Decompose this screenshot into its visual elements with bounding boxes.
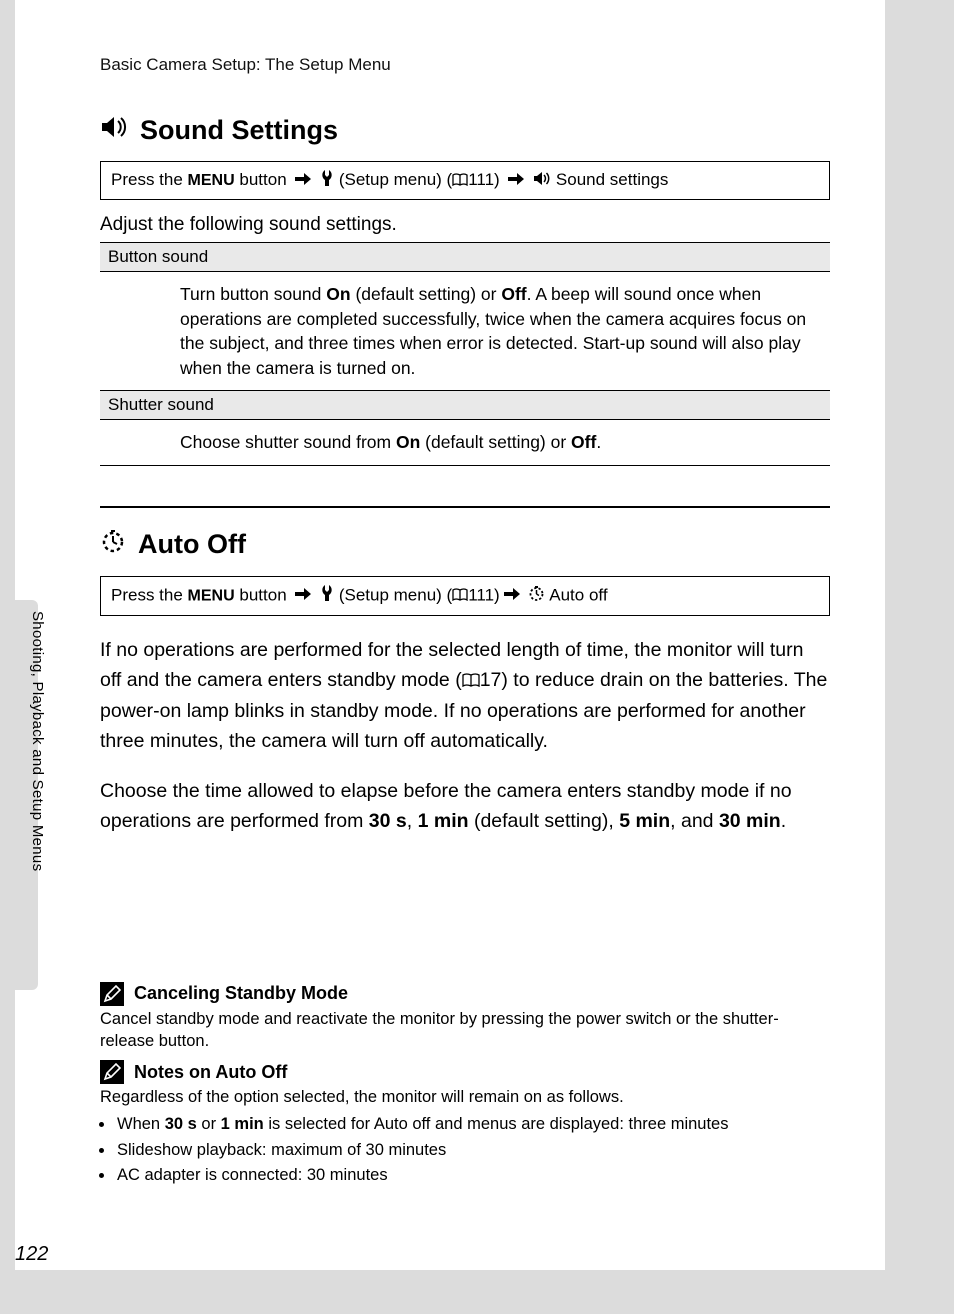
text: (default setting) or (420, 432, 571, 452)
note-title-text: Canceling Standby Mode (134, 983, 348, 1004)
nav-text: Sound settings (551, 170, 668, 189)
speaker-icon (100, 115, 128, 146)
option: 1 min (221, 1115, 264, 1133)
auto-off-small-icon (528, 585, 545, 607)
nav-text: 111) (468, 170, 504, 189)
text: , (407, 810, 418, 832)
nav-text: button (235, 170, 292, 189)
manual-page: Shooting, Playback and Setup Menus Basic… (15, 0, 885, 1270)
text: Choose shutter sound from (180, 432, 396, 452)
note-intro: Regardless of the option selected, the m… (100, 1086, 830, 1108)
book-icon (452, 586, 468, 606)
note-bullet-list: When 30 s or 1 min is selected for Auto … (100, 1112, 830, 1189)
pencil-icon (100, 982, 124, 1006)
row-body-button-sound: Turn button sound On (default setting) o… (100, 272, 830, 391)
section-divider (100, 506, 830, 508)
options-table: Button sound Turn button sound On (defau… (100, 242, 830, 466)
note-body: Cancel standby mode and reactivate the m… (100, 1008, 830, 1053)
speaker-small-icon (533, 171, 551, 191)
note-auto-off: Notes on Auto Off Regardless of the opti… (100, 1060, 830, 1189)
option-off: Off (571, 432, 596, 452)
arrow-right-icon (295, 171, 311, 191)
arrow-right-icon (508, 171, 524, 191)
option-on: On (326, 284, 350, 304)
note-title: Notes on Auto Off (100, 1060, 830, 1084)
text: . (781, 810, 786, 832)
nav-text: (Setup menu) ( (334, 585, 452, 604)
row-head-button-sound: Button sound (100, 243, 830, 272)
row-head-shutter-sound: Shutter sound (100, 391, 830, 420)
side-section-label: Shooting, Playback and Setup Menus (29, 611, 46, 871)
nav-path-sound: Press the MENU button (Setup menu) ( 111)… (100, 161, 830, 200)
wrench-icon (320, 585, 334, 606)
nav-text: button (235, 585, 292, 604)
text: (default setting) or (351, 284, 502, 304)
nav-text: (Setup menu) ( (334, 170, 452, 189)
heading-text: Auto Off (138, 529, 246, 560)
text: , and (670, 810, 719, 832)
arrow-right-icon (295, 586, 311, 606)
page-number: 122 (15, 1243, 48, 1266)
nav-text: Auto off (545, 585, 607, 604)
text: is selected for Auto off and menus are d… (264, 1115, 729, 1133)
list-item: When 30 s or 1 min is selected for Auto … (115, 1112, 830, 1138)
section-title-autooff: Auto Off (100, 528, 830, 561)
note-title-text: Notes on Auto Off (134, 1062, 287, 1083)
heading-text: Sound Settings (140, 115, 338, 146)
breadcrumb: Basic Camera Setup: The Setup Menu (100, 55, 830, 75)
note-canceling-standby: Canceling Standby Mode Cancel standby mo… (100, 982, 830, 1053)
option-on: On (396, 432, 420, 452)
autooff-para2: Choose the time allowed to elapse before… (100, 776, 830, 836)
section-title-sound: Sound Settings (100, 115, 830, 146)
autooff-para1: If no operations are performed for the s… (100, 635, 830, 757)
nav-text: Press the (111, 170, 188, 189)
intro-text: Adjust the following sound settings. (100, 214, 830, 236)
menu-button-label: MENU (188, 587, 235, 604)
text: or (197, 1115, 221, 1133)
text: (default setting), (469, 810, 620, 832)
option: 1 min (418, 810, 469, 832)
option: 5 min (619, 810, 670, 832)
list-item: AC adapter is connected: 30 minutes (115, 1163, 830, 1189)
nav-path-autooff: Press the MENU button (Setup menu) ( 111)… (100, 576, 830, 616)
auto-off-icon (100, 528, 126, 561)
option-off: Off (501, 284, 526, 304)
text: When (117, 1115, 165, 1133)
row-body-shutter-sound: Choose shutter sound from On (default se… (100, 420, 830, 466)
option: 30 s (165, 1115, 197, 1133)
menu-button-label: MENU (188, 172, 235, 189)
arrow-right-icon (504, 586, 520, 606)
text: Turn button sound (180, 284, 326, 304)
book-icon (462, 666, 480, 696)
nav-text: Press the (111, 585, 188, 604)
option: 30 min (719, 810, 781, 832)
wrench-icon (320, 170, 334, 191)
option: 30 s (369, 810, 407, 832)
pencil-icon (100, 1060, 124, 1084)
book-icon (452, 171, 468, 191)
text: . (596, 432, 601, 452)
note-title: Canceling Standby Mode (100, 982, 830, 1006)
list-item: Slideshow playback: maximum of 30 minute… (115, 1138, 830, 1164)
nav-text: 111) (468, 585, 500, 604)
